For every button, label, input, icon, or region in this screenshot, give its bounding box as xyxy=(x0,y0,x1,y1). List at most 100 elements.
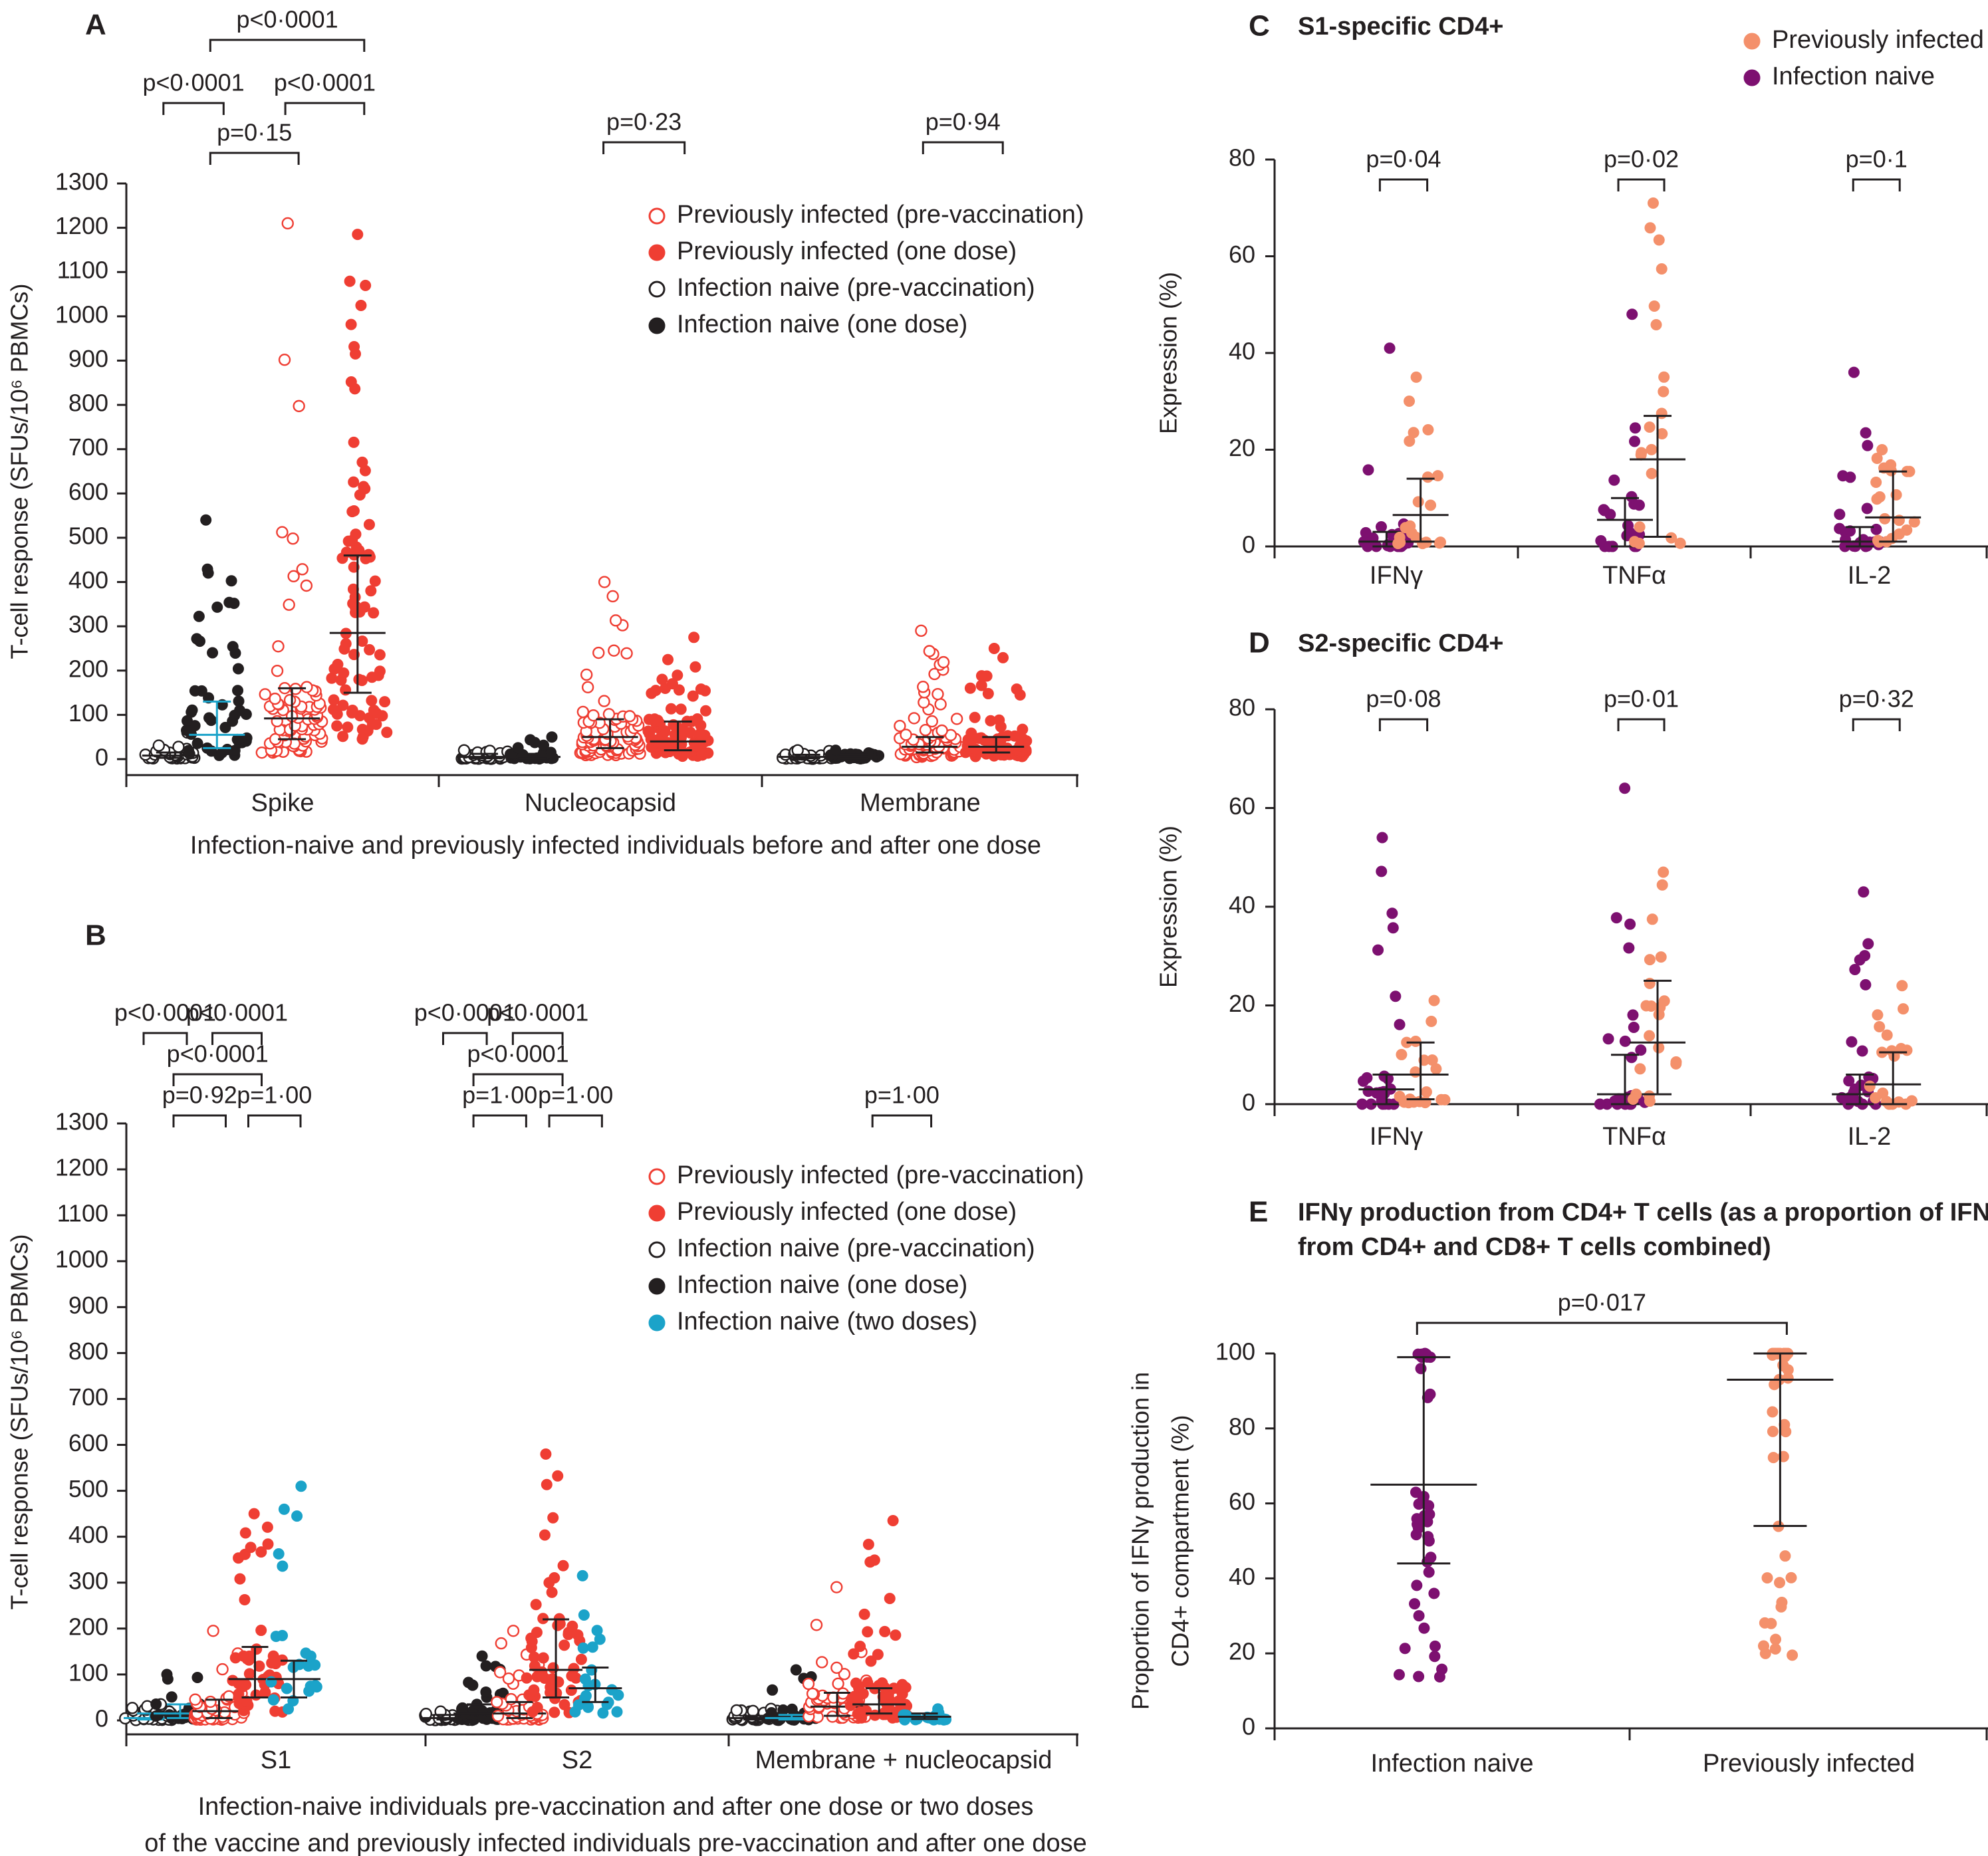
data-point xyxy=(1785,1571,1797,1583)
data-point xyxy=(356,456,368,468)
data-point xyxy=(730,1704,743,1717)
data-point xyxy=(1424,1388,1436,1400)
data-point xyxy=(204,1695,217,1708)
data-point xyxy=(161,1669,173,1681)
data-point xyxy=(1409,1598,1421,1610)
data-point xyxy=(1644,1030,1656,1042)
series-group xyxy=(1727,1347,1834,1661)
legend-marker xyxy=(648,1168,666,1185)
data-point xyxy=(1422,1531,1434,1543)
legend-label: Infection naive (one dose) xyxy=(677,1271,967,1299)
data-point xyxy=(747,1704,759,1718)
data-point xyxy=(688,632,700,643)
series-group xyxy=(776,744,838,765)
y-tick-label: 40 xyxy=(1229,891,1255,919)
data-point xyxy=(862,1677,874,1688)
data-point xyxy=(364,643,376,655)
data-point xyxy=(337,699,349,711)
panel-D: D S2-specific CD4+ 0 20 40 60 80 Expression (%)… xyxy=(1155,627,1988,1151)
series-group xyxy=(1628,197,1686,549)
data-point xyxy=(1619,1035,1631,1047)
data-point xyxy=(884,1593,896,1605)
panel-B: B 0 100 200 300 400 500 600 700 800 900 1000 1100 120… xyxy=(6,919,1087,1856)
y-tick-label: 20 xyxy=(1229,1638,1255,1665)
data-point xyxy=(865,1655,877,1667)
data-point xyxy=(1412,496,1424,508)
data-point xyxy=(689,661,701,673)
legend-label: Infection naive (pre-vaccination) xyxy=(677,1234,1035,1262)
comparison-bracket: p=0·1 xyxy=(1846,146,1908,191)
data-point xyxy=(1670,1056,1682,1068)
data-point xyxy=(1626,491,1638,503)
legend-label: Previously infected (one dose) xyxy=(677,1198,1017,1226)
data-point xyxy=(1843,1075,1855,1087)
data-point xyxy=(1779,1550,1791,1562)
data-point xyxy=(568,1663,580,1675)
comparison-bracket: p<0·0001 xyxy=(414,999,516,1045)
y-axis-label: T-cell response (SFUs/10⁶ PBMCs) xyxy=(6,284,33,659)
category-label: Nucleocapsid xyxy=(525,789,676,817)
data-point xyxy=(810,1619,823,1631)
y-tick-label: 200 xyxy=(68,1613,108,1640)
data-point xyxy=(267,1650,279,1662)
data-point xyxy=(340,638,352,649)
data-point xyxy=(539,1529,551,1541)
data-point xyxy=(1436,1663,1448,1675)
data-point xyxy=(1876,444,1888,455)
data-point xyxy=(521,1672,533,1684)
data-point xyxy=(1874,491,1886,503)
series-group xyxy=(1356,832,1415,1110)
data-point xyxy=(687,690,699,702)
data-point xyxy=(348,436,360,448)
data-point xyxy=(495,1637,508,1650)
data-point xyxy=(1776,1596,1788,1608)
data-point xyxy=(868,1554,880,1566)
bracket-line xyxy=(1852,178,1901,191)
y-tick-label: 1300 xyxy=(55,168,108,195)
data-point xyxy=(1608,474,1620,486)
data-point xyxy=(559,1698,570,1710)
data-point xyxy=(1429,1640,1441,1652)
bracket-line xyxy=(548,1114,603,1127)
data-point xyxy=(255,1546,267,1558)
comparison-bracket: p=1·00 xyxy=(462,1082,537,1127)
data-point xyxy=(259,688,271,701)
data-point xyxy=(491,1710,505,1722)
legend-label: Previously infected (pre-vaccination) xyxy=(677,201,1084,229)
data-point xyxy=(662,653,674,665)
data-point xyxy=(975,670,987,682)
data-point xyxy=(366,695,378,707)
data-point xyxy=(232,685,244,697)
bracket-line xyxy=(1378,718,1429,731)
data-point xyxy=(1877,1087,1889,1099)
panel-C: C S1-specific CD4+ 0 20 40 60 80 Expression (%)… xyxy=(1155,10,1988,590)
data-point xyxy=(1011,683,1023,695)
category-label: IL-2 xyxy=(1848,1123,1891,1151)
category-label: Membrane + nucleocapsid xyxy=(755,1746,1053,1774)
data-point xyxy=(1886,1045,1898,1057)
data-point xyxy=(1410,1035,1422,1047)
data-point xyxy=(1017,723,1029,735)
data-point xyxy=(894,719,906,733)
data-point xyxy=(1413,1610,1425,1622)
data-point xyxy=(344,275,356,287)
data-point xyxy=(581,681,594,693)
data-point xyxy=(191,633,203,645)
panel-letter: D xyxy=(1249,627,1270,659)
data-point xyxy=(1656,879,1668,891)
bracket-line xyxy=(172,1073,263,1086)
data-point xyxy=(203,692,215,704)
data-point xyxy=(547,1662,559,1674)
data-point xyxy=(1644,222,1656,234)
y-tick-label: 0 xyxy=(1242,1089,1255,1116)
data-point xyxy=(1595,534,1607,546)
panel-E: E IFNγ production from CD4+ T cells (as a… xyxy=(1127,1196,1988,1778)
data-point xyxy=(1610,912,1622,924)
data-point xyxy=(586,1641,598,1653)
data-point xyxy=(1870,477,1882,489)
data-point xyxy=(191,737,203,749)
data-point xyxy=(918,696,930,709)
data-point xyxy=(1655,951,1667,963)
y-tick-label: 80 xyxy=(1229,1413,1255,1440)
